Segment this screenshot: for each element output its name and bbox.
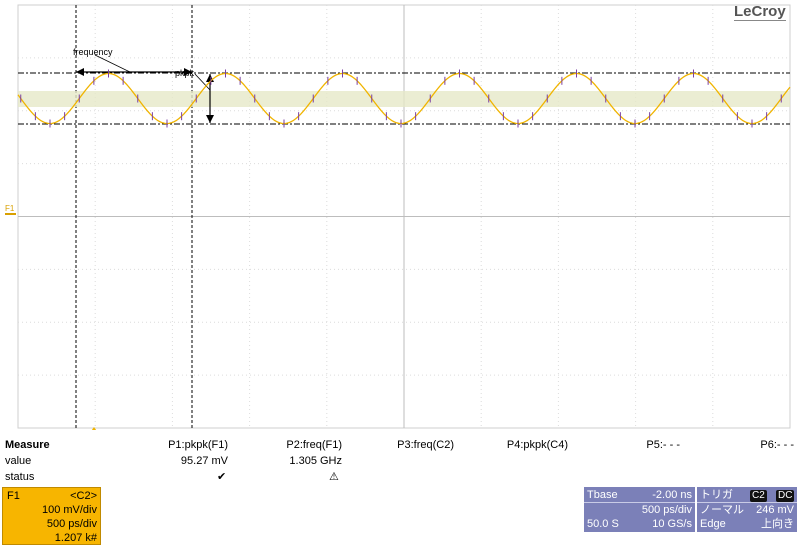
f1-trace-descriptor[interactable]: F1 <C2> 100 mV/div 500 ps/div 1.207 k# — [2, 487, 101, 545]
param-p4-label[interactable]: P4:pkpk(C4) — [506, 439, 568, 451]
timebase-divider — [584, 502, 695, 503]
timebase-delay: -2.00 ns — [652, 489, 692, 501]
param-p2-status-warning-icon: ⚠ — [329, 471, 339, 483]
param-p3-label[interactable]: P3:freq(C2) — [397, 439, 454, 451]
trigger-mode: ノーマル — [700, 504, 744, 516]
param-p2-value: 1.305 GHz — [289, 455, 342, 467]
timebase-tdiv: 500 ps/div — [641, 504, 692, 516]
param-p1-status-check-icon: ✔ — [217, 471, 227, 483]
ground-marker: F1 — [5, 204, 16, 215]
measurement-cursors — [18, 5, 790, 428]
trigger-type: Edge — [700, 518, 726, 530]
trigger-level: 246 mV — [756, 504, 794, 516]
f1-trace-line — [17, 72, 791, 125]
measure-title: Measure — [5, 439, 50, 451]
trigger-slope: 上向き — [761, 518, 794, 530]
trigger-position-marker — [91, 427, 97, 430]
f1-name: F1 — [7, 490, 20, 502]
param-p2-label[interactable]: P2:freq(F1) — [286, 439, 342, 451]
trigger-coupling-badge: DC — [776, 490, 795, 502]
f1-waveform — [17, 69, 791, 128]
measure-row-value-label: value — [5, 455, 32, 467]
timebase-rate: 10 GS/s — [652, 518, 692, 530]
timebase-descriptor[interactable]: Tbase -2.00 ns 500 ps/div 50.0 S 10 GS/s — [584, 487, 695, 532]
trigger-divider — [697, 502, 797, 503]
timebase-memory: 50.0 S — [587, 518, 619, 530]
measurement-band — [18, 91, 790, 107]
f1-sweep-count: 1.207 k# — [54, 532, 97, 544]
trigger-source-badge: C2 — [750, 490, 767, 502]
f1-vdiv: 100 mV/div — [41, 504, 97, 516]
waveform-display: frequency pkpk F1 — [5, 4, 791, 430]
param-p1-value: 95.27 mV — [180, 455, 228, 467]
f1-source: <C2> — [70, 490, 97, 502]
param-p1-label[interactable]: P1:pkpk(F1) — [168, 439, 228, 451]
measurement-annotations: frequency pkpk — [73, 47, 214, 123]
lecroy-logo: LeCroy — [734, 3, 786, 21]
timebase-title: Tbase — [587, 489, 618, 501]
param-p6-label[interactable]: P6:- - - — [760, 439, 794, 451]
frequency-annotation: frequency — [73, 47, 113, 57]
f1-tdiv: 500 ps/div — [46, 518, 97, 530]
param-p5-label[interactable]: P5:- - - — [646, 439, 680, 451]
measure-row-status-label: status — [5, 471, 35, 483]
trigger-title: トリガ — [700, 489, 733, 501]
pkpk-annotation: pkpk — [175, 68, 195, 78]
graticule-grid — [17, 4, 791, 429]
trace-label-f1: F1 — [5, 204, 15, 213]
